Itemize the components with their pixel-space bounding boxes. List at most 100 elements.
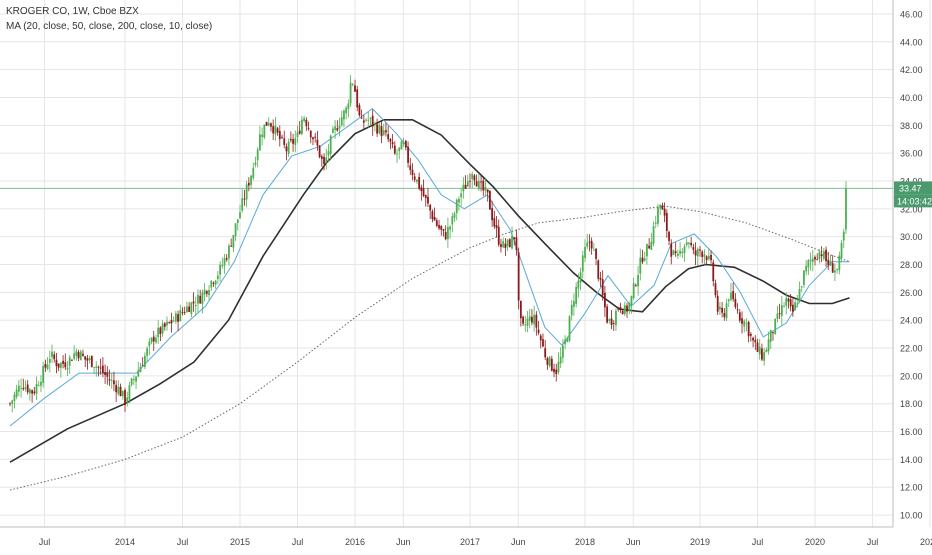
candle-body [289,138,292,141]
candle-body [800,286,803,288]
candle-body [612,323,615,324]
candle-body [365,119,367,121]
y-tick-label: 30.00 [900,232,923,242]
candle-body [396,153,398,155]
candle-body [166,321,168,326]
countdown-badge [894,194,932,208]
candle-body [159,327,162,335]
candle-body [172,320,175,322]
candle-body [707,255,710,259]
y-tick-label: 10.00 [900,511,923,521]
candle-body [234,223,237,237]
candle-body [838,255,841,271]
countdown-label: 14:03:42 [897,196,932,206]
candle-body [637,275,639,287]
candle-body [559,356,562,364]
candle-body [495,225,498,229]
candle-body [595,248,597,259]
candle-body [245,184,248,200]
candle-body [787,298,790,302]
candle-body [710,254,712,261]
candle-body [389,139,392,142]
candle-body [767,339,770,352]
candle-body [464,184,467,189]
candle-body [827,259,830,266]
candle-body [250,175,252,185]
last-price-label: 33.47 [899,183,922,193]
x-tick-label: 2018 [575,537,595,547]
y-tick-label: 22.00 [900,344,923,354]
candle-body [259,134,261,151]
candle-body [692,247,695,250]
y-tick-label: 16.00 [900,427,923,437]
x-tick-label: 2015 [230,537,250,547]
candle-body [272,126,275,134]
candle-body [360,117,363,119]
candle-body [842,231,845,241]
x-tick-label: Jul [39,537,51,547]
candle-body [208,289,210,296]
candle-body [51,351,53,357]
candle-body [449,226,451,230]
y-tick-label: 18.00 [900,399,923,409]
candle-body [798,289,801,302]
candle-body [225,258,228,260]
candle-body [376,124,379,134]
candle-body [64,362,67,368]
candle-body [236,219,239,224]
candle-body [214,280,217,285]
candle-body [382,130,385,135]
candle-body [210,280,213,288]
candle-body [82,353,84,356]
candle-body [519,300,522,319]
candle-body [267,123,270,126]
candle-body [676,253,679,256]
candle-body [40,381,42,386]
candle-body [155,337,157,343]
candle-body [57,363,60,368]
candle-body [93,367,95,369]
candle-body [347,103,350,109]
candle-body [550,358,553,371]
candle-body [349,82,352,104]
candle-body [462,184,465,192]
candle-body [584,246,586,259]
indicator-legend[interactable]: MA (20, close, 50, close, 200, close, 10… [6,21,213,32]
candle-body [53,354,56,360]
candle-body [665,213,668,231]
candle-body [17,385,20,392]
candle-body [44,364,47,368]
candle-body [294,138,297,145]
moving-average-line [9,205,850,491]
candle-body [90,356,93,367]
candle-body [703,254,706,257]
candle-body [391,142,394,145]
candle-body [130,378,133,385]
candle-body [331,128,334,133]
candle-body [506,239,509,247]
candle-body [444,232,447,240]
candle-body [570,304,573,316]
candle-body [101,365,104,374]
candle-body [712,262,715,282]
candle-body [241,198,244,211]
candle-body [312,137,314,140]
candle-body [393,145,396,154]
y-tick-label: 26.00 [900,288,923,298]
candle-body [555,369,558,375]
candle-body [132,379,135,380]
symbol-title[interactable]: KROGER CO, 1W, Cboe BZX [6,6,139,17]
candle-body [632,283,635,298]
candle-body [230,245,233,247]
candle-body [420,187,423,192]
candle-body [601,279,604,296]
candle-body [650,241,653,250]
candle-body [822,251,825,259]
candle-body [772,332,774,334]
candle-body [577,280,580,289]
candle-body [440,225,443,230]
candle-body [135,376,137,382]
candle-body [736,309,739,311]
